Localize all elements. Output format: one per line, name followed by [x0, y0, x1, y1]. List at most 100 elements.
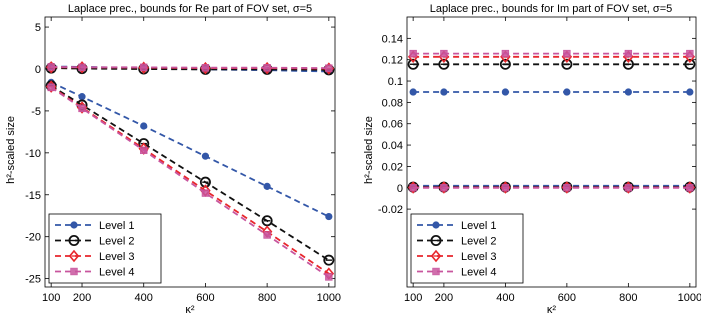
- x-tick-label: 1000: [678, 292, 701, 304]
- series-point-1: [440, 88, 448, 96]
- legend-entry: Level 4: [99, 267, 134, 279]
- legend-marker: [70, 221, 78, 229]
- legend-entry: Level 2: [461, 236, 496, 248]
- series-point-4: [440, 49, 448, 58]
- y-axis-label: h²-scaled size: [5, 116, 17, 184]
- series-point-4: [325, 273, 333, 281]
- y-tick-label: 0.1: [388, 76, 403, 88]
- y-tick-label: 5: [35, 22, 41, 34]
- y-tick-label: 0.12: [382, 55, 403, 67]
- series-point-4: [624, 49, 633, 58]
- series-line-1: [50, 81, 330, 218]
- y-tick-label: 0: [397, 183, 403, 195]
- series-point-2: [407, 58, 419, 70]
- legend-marker: [68, 249, 80, 263]
- series-point-4: [409, 184, 417, 192]
- x-tick-label: 100: [404, 292, 422, 304]
- legend-entry: Level 3: [99, 251, 134, 263]
- legend-entry: Level 1: [99, 220, 134, 232]
- series-point-4: [440, 184, 448, 192]
- series-point-4: [686, 49, 694, 58]
- y-tick-label: 0.02: [382, 161, 403, 173]
- x-tick-label: 600: [558, 292, 576, 304]
- series-point-2: [499, 58, 511, 70]
- series-point-1: [325, 212, 333, 221]
- y-tick-label: -15: [25, 190, 41, 202]
- series-point-1: [624, 88, 632, 96]
- series-point-4: [409, 49, 417, 58]
- x-tick-label: 200: [435, 292, 453, 304]
- series-point-4: [47, 83, 55, 92]
- x-tick-label: 1000: [317, 292, 341, 304]
- series-point-2: [684, 58, 696, 70]
- x-tick-label: 800: [619, 292, 637, 304]
- series-point-4: [624, 184, 633, 192]
- y-tick-label: 0: [35, 64, 41, 76]
- chart-title: Laplace prec., bounds for Im part of FOV…: [430, 3, 673, 15]
- series-line-4: [50, 86, 330, 278]
- series-point-1: [78, 93, 86, 101]
- y-tick-label: -0.02: [378, 204, 403, 216]
- x-tick-label: 800: [258, 292, 276, 304]
- legend-entry: Level 1: [461, 220, 496, 232]
- y-tick-label: 0.04: [382, 140, 403, 152]
- legend-entry: Level 3: [461, 251, 496, 263]
- legend-marker: [432, 267, 440, 276]
- x-tick-label: 600: [196, 292, 214, 304]
- series-point-4: [563, 184, 571, 192]
- chart-im-part: Laplace prec., bounds for Im part of FOV…: [363, 3, 701, 316]
- y-tick-label: -20: [25, 232, 41, 244]
- series-point-4: [501, 184, 510, 192]
- series-point-4: [201, 64, 210, 72]
- series-point-4: [201, 189, 210, 197]
- legend-marker: [70, 267, 78, 276]
- series-point-1: [409, 88, 417, 96]
- legend: Level 1 Level 2 Level 3 Level 4: [48, 213, 162, 284]
- series-line-2: [50, 85, 330, 261]
- series-point-4: [140, 63, 148, 72]
- series-point-1: [201, 152, 210, 160]
- series-point-2: [622, 58, 634, 70]
- chart-re-part: Laplace prec., bounds for Re part of FOV…: [5, 3, 341, 316]
- series-point-1: [563, 88, 571, 96]
- y-axis-label: h²-scaled size: [363, 116, 375, 184]
- series-point-1: [140, 122, 148, 130]
- series-line-4: [51, 66, 329, 69]
- series-point-4: [325, 64, 333, 72]
- y-tick-label: 0.08: [382, 97, 403, 109]
- series-point-4: [263, 231, 271, 239]
- series-point-4: [78, 104, 86, 113]
- y-tick-label: -10: [25, 148, 41, 160]
- x-tick-label: 200: [73, 292, 91, 304]
- series-point-4: [686, 184, 694, 192]
- chart-title: Laplace prec., bounds for Re part of FOV…: [68, 3, 312, 15]
- y-tick-label: 0.06: [382, 119, 403, 131]
- series-point-1: [263, 182, 271, 190]
- y-tick-label: -25: [25, 274, 41, 286]
- series-point-4: [47, 63, 55, 71]
- x-axis-label: κ²: [547, 304, 557, 316]
- legend-marker: [430, 234, 442, 246]
- y-tick-label: 0.14: [382, 33, 403, 45]
- series-point-2: [561, 58, 573, 70]
- legend-marker: [68, 234, 80, 246]
- legend-marker: [430, 249, 442, 263]
- series-point-4: [563, 49, 571, 58]
- series-point-4: [140, 146, 148, 155]
- legend-marker: [432, 221, 440, 229]
- series-point-4: [263, 64, 271, 72]
- series-point-4: [78, 63, 86, 72]
- x-tick-label: 400: [135, 292, 153, 304]
- series-point-2: [261, 215, 273, 227]
- series-point-1: [686, 88, 694, 96]
- series-point-2: [323, 254, 335, 266]
- legend-entry: Level 2: [99, 236, 134, 248]
- x-axis-label: κ²: [185, 304, 195, 316]
- x-tick-label: 400: [496, 292, 514, 304]
- legend-entry: Level 4: [461, 267, 496, 279]
- series-point-4: [501, 49, 510, 58]
- y-tick-label: -5: [31, 106, 41, 118]
- series-point-2: [438, 58, 450, 70]
- legend: Level 1 Level 2 Level 3 Level 4: [410, 213, 524, 284]
